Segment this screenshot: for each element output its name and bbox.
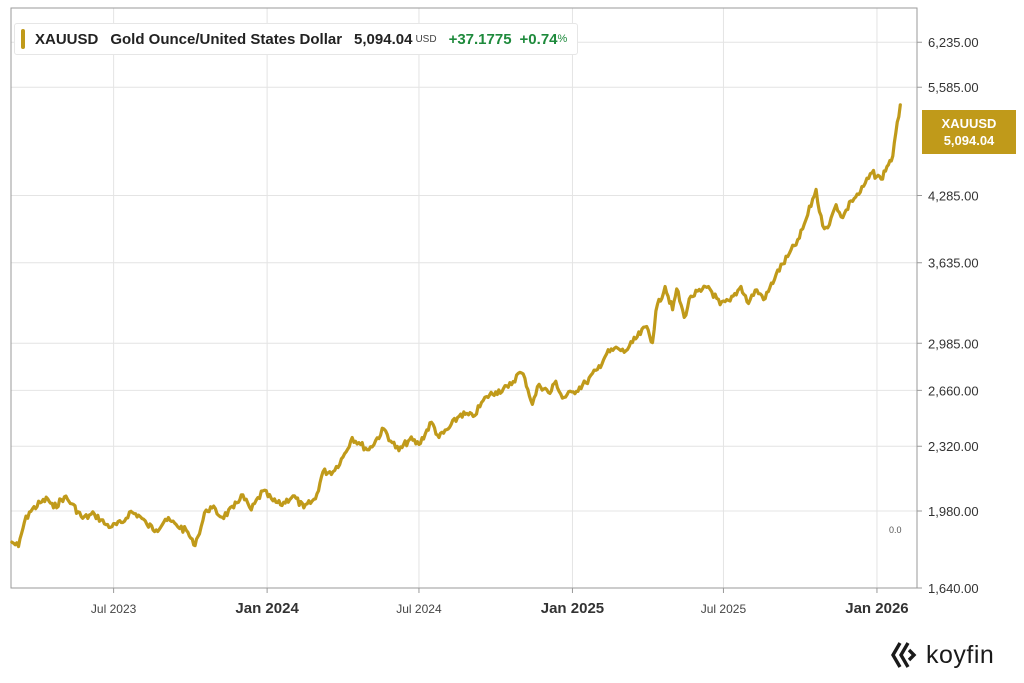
x-tick-label: Jan 2026 — [845, 600, 908, 617]
legend-pct-sign: % — [557, 33, 568, 45]
legend-change: +37.1775 — [448, 30, 512, 48]
last-price-badge: XAUUSD 5,094.04 — [922, 110, 1016, 154]
y-tick-label: 2,985.00 — [928, 336, 979, 351]
y-tick-label: 1,640.00 — [928, 581, 979, 596]
y-tick-label: 2,660.00 — [928, 383, 979, 398]
koyfin-logo: koyfin — [890, 640, 994, 670]
legend-ticker: XAUUSD — [35, 30, 99, 48]
zero-marker: 0.0 — [889, 525, 902, 535]
legend-last-price: 5,094.04 — [354, 30, 413, 48]
badge-ticker: XAUUSD — [941, 116, 997, 131]
y-tick-label: 1,980.00 — [928, 504, 979, 519]
x-tick-label: Jul 2023 — [91, 602, 137, 616]
y-tick-label: 4,285.00 — [928, 189, 979, 204]
legend-security-name: Gold Ounce/United States Dollar — [110, 30, 343, 48]
koyfin-wordmark: koyfin — [926, 640, 995, 669]
plot-frame — [10, 7, 918, 589]
series-line-xauusd — [10, 103, 902, 549]
grid-layer — [11, 8, 917, 588]
y-axis: 6,235.00 5,585.00 4,285.00 3,635.00 2,985.00… — [917, 35, 979, 596]
legend-box[interactable]: XAUUSD Gold Ounce/United States Dollar 5… — [14, 23, 579, 55]
x-tick-label: Jul 2025 — [701, 602, 747, 616]
x-axis: Jul 2023 Jan 2024 Jul 2024 Jan 2025 Jul 2025… — [91, 588, 909, 617]
y-tick-label: 3,635.00 — [928, 256, 979, 271]
legend-currency: USD — [415, 33, 437, 45]
y-tick-label: 5,585.00 — [928, 80, 979, 95]
y-tick-label: 6,235.00 — [928, 35, 979, 50]
y-tick-label: 2,320.00 — [928, 439, 979, 454]
legend-change-pct: +0.74 — [519, 30, 558, 48]
legend-swatch — [21, 29, 25, 49]
koyfin-mark-icon — [891, 642, 917, 668]
x-tick-label: Jul 2024 — [396, 602, 442, 616]
badge-price: 5,094.04 — [943, 133, 995, 148]
x-tick-label: Jan 2025 — [541, 600, 604, 617]
x-tick-label: Jan 2024 — [235, 600, 299, 617]
